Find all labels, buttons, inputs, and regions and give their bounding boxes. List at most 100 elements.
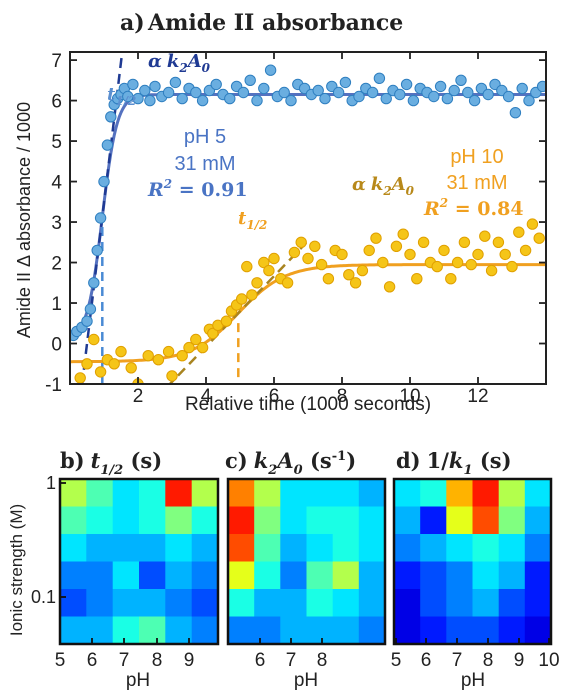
blue-data-point — [502, 90, 515, 103]
orange-data-point — [309, 240, 321, 253]
orange-data-point — [499, 248, 511, 261]
heatmap-cell — [86, 534, 114, 563]
heatmap-cell — [112, 479, 140, 508]
orange-data-point — [472, 248, 484, 261]
heatmap-cell — [446, 506, 474, 535]
heatmap-cell — [306, 506, 334, 535]
heatmap-cell — [280, 589, 308, 618]
heatmap-cell — [332, 589, 360, 618]
blue-data-point — [196, 94, 209, 107]
panel-d: d) 1/k1 (s) 5 6 7 8 9 10 pH — [391, 448, 560, 691]
blue-data-point — [373, 72, 386, 85]
blue-t-half-label: t1/2 — [107, 84, 136, 108]
orange-data-point — [281, 277, 294, 289]
heatmap-cell — [165, 506, 193, 535]
blue-data-point — [251, 94, 263, 107]
orange-data-point — [241, 260, 253, 273]
orange-data-point — [519, 244, 532, 257]
blue-data-point — [176, 92, 188, 105]
orange-data-point — [236, 293, 248, 305]
orange-data-point — [349, 277, 362, 289]
orange-data-point — [166, 370, 178, 382]
heatmap-cell — [472, 561, 500, 590]
heatmap-cell — [358, 479, 386, 508]
blue-data-point — [237, 86, 250, 99]
orange-data-point — [377, 256, 389, 269]
heatmap-cell — [394, 616, 421, 645]
heatmap-cell — [306, 561, 334, 590]
x-tick-label: 8 — [483, 650, 494, 671]
x-tick-label: 5 — [55, 650, 66, 671]
heatmap-cell — [139, 506, 166, 535]
blue-data-point — [139, 84, 151, 97]
heatmap-cell — [112, 506, 140, 535]
y-tick-label: 0.1 — [31, 587, 56, 607]
blue-data-point — [210, 78, 222, 91]
heatmap-cell — [60, 534, 87, 563]
orange-data-point — [162, 345, 175, 358]
x-tick-label: 6 — [255, 650, 266, 671]
orange-data-point — [451, 256, 464, 269]
heatmap-cell — [306, 534, 334, 563]
heatmap-frame — [58, 477, 220, 646]
orange-data-point — [190, 333, 202, 346]
blue-data-point — [285, 94, 297, 107]
heatmap-cell — [112, 534, 140, 563]
heatmap-cell — [139, 561, 166, 590]
blue-data-point — [434, 80, 447, 93]
blue-data-point — [98, 175, 110, 188]
orange-data-point — [533, 232, 545, 244]
orange-data-point — [343, 269, 355, 281]
blue-data-point — [455, 74, 467, 87]
heatmap-cell — [498, 561, 526, 590]
x-tick-label: 10 — [538, 650, 559, 671]
heatmap-d-axes: 5 6 7 8 9 10 — [391, 477, 560, 671]
panel-a-y-axis-label: Amide II Δ absorbance / 1000 — [14, 102, 34, 338]
blue-data-point — [319, 92, 331, 105]
blue-data-point — [428, 90, 440, 103]
blue-ph-label: pH 5 — [184, 126, 226, 148]
panel-c-title: c) k2A0 (s-1) — [225, 448, 356, 478]
orange-data-point — [108, 358, 120, 370]
blue-data-point — [278, 86, 290, 99]
blue-data-point — [516, 82, 528, 95]
orange-slope-label: α k2A0 — [352, 174, 415, 198]
panel-a-x-axis-label: Relative time (1000 seconds) — [185, 394, 431, 415]
heatmap-cell — [358, 589, 386, 618]
y-tick-label: 4 — [51, 173, 62, 194]
heatmap-cell — [472, 506, 500, 535]
orange-data-point — [458, 236, 471, 249]
heatmap-cell — [86, 561, 114, 590]
orange-data-point — [322, 273, 335, 285]
heatmap-b-x-axis-label: pH — [126, 670, 150, 691]
orange-data-point — [258, 256, 270, 269]
heatmap-cell — [254, 479, 281, 508]
orange-data-point — [74, 372, 86, 384]
x-tick-label: 6 — [269, 386, 280, 407]
heatmap-cell — [446, 479, 474, 508]
heatmap-cell — [254, 506, 281, 535]
heatmap-b — [60, 479, 219, 645]
heatmap-cell — [86, 589, 114, 618]
orange-data-point — [288, 246, 301, 259]
orange-data-point — [94, 366, 107, 378]
y-tick-label: 2 — [51, 254, 62, 275]
panel-b-title: b) t1/2 (s) — [60, 448, 162, 478]
heatmap-cell — [228, 616, 255, 645]
blue-data-point — [509, 107, 522, 119]
orange-data-point — [183, 341, 195, 354]
heatmap-cell — [228, 561, 255, 590]
heatmap-c — [228, 479, 386, 645]
panel-a-label: a) — [120, 10, 145, 36]
orange-data-point — [411, 273, 423, 285]
orange-data-point — [431, 260, 443, 273]
orange-data-point — [81, 358, 93, 370]
heatmap-cell — [420, 506, 447, 535]
heatmap-d — [394, 479, 552, 645]
heatmap-cell — [498, 506, 526, 535]
heatmap-cell — [358, 561, 386, 590]
heatmap-cell — [228, 534, 255, 563]
orange-data-point — [526, 218, 539, 230]
heatmap-cell — [358, 534, 386, 563]
